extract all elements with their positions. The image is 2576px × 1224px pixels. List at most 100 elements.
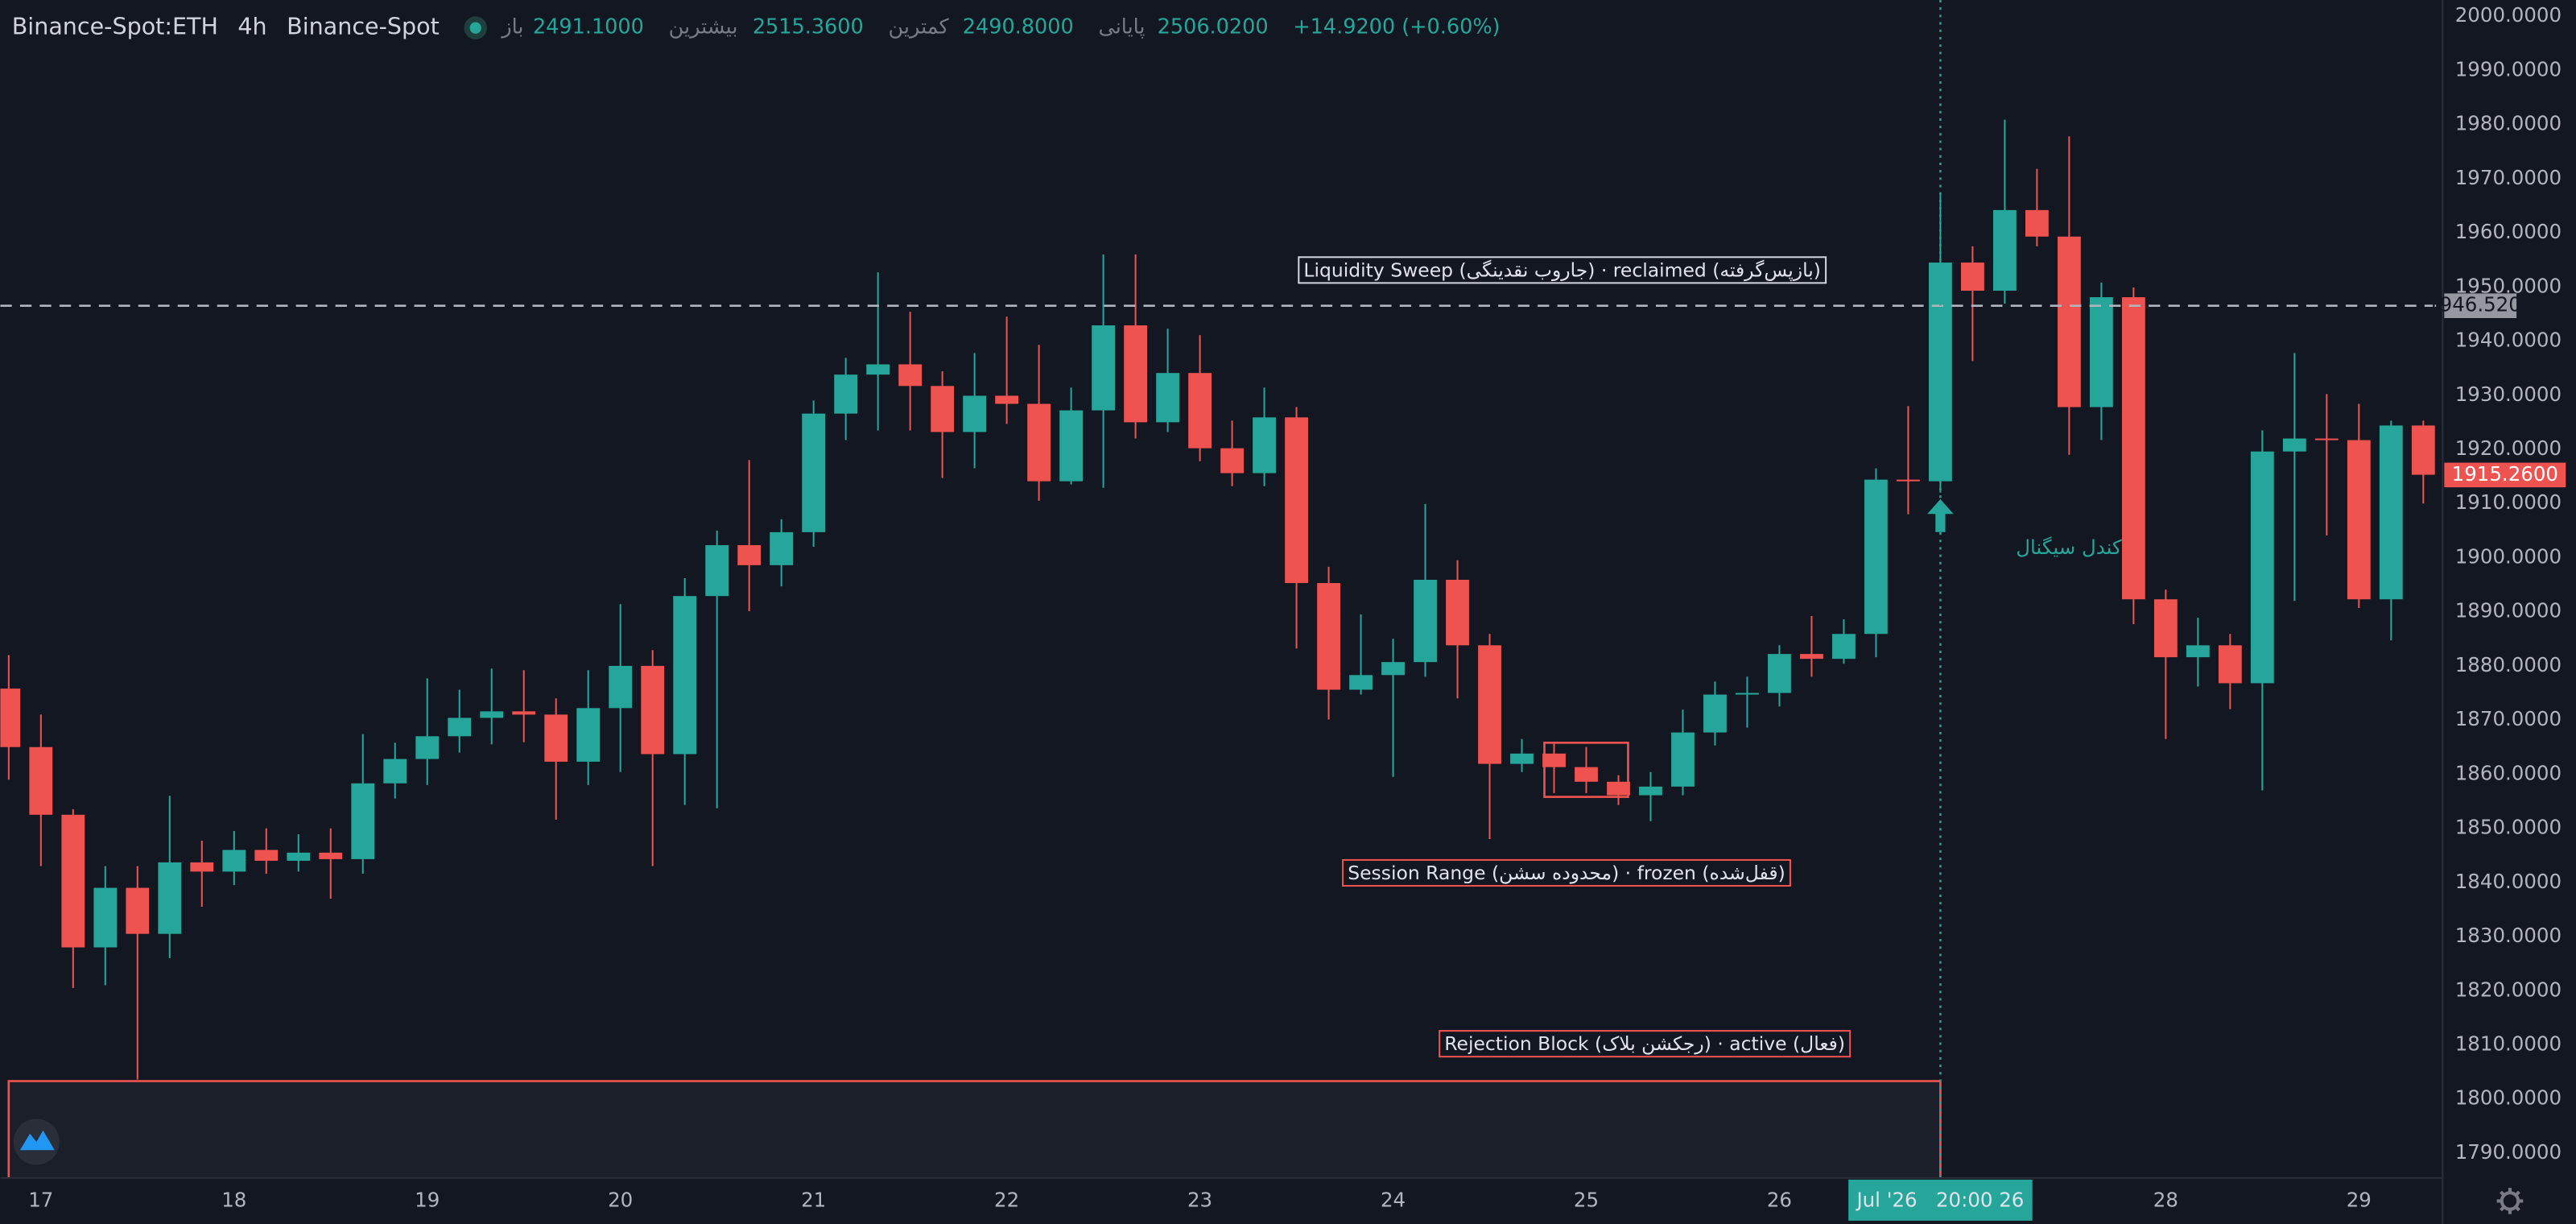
annotation-label: Rejection Block (رجکشن بلاک) · active (ف… (1444, 1032, 1845, 1055)
y-tick-label: 1980.0000 (2455, 112, 2562, 135)
ohlc-label: بیشترین (669, 15, 738, 39)
x-tick-label: 28 (2153, 1188, 2178, 1211)
candle-body (673, 596, 697, 755)
annotation: Rejection Block (رجکشن بلاک) · active (ف… (1439, 1030, 1852, 1058)
candle-body (383, 759, 407, 784)
candle-body (1607, 781, 1630, 796)
x-tick-label: 17 (28, 1188, 53, 1211)
candle-body (1478, 645, 1501, 764)
candle-body (2025, 209, 2049, 237)
x-tick-label: 23 (1187, 1188, 1212, 1211)
x-tick-label: 29 (2347, 1188, 2372, 1211)
candle-body (802, 413, 826, 532)
candle-body (2314, 438, 2339, 440)
annotation-label: Session Range (محدوده سشن) · frozen (قفل… (1348, 862, 1785, 884)
ohlc-value: 2506.0200 (1158, 15, 1269, 39)
y-tick-label: 1910.0000 (2455, 490, 2562, 514)
hline-price-box (2444, 293, 2517, 319)
interval: 4h (237, 13, 266, 40)
candle-body (1864, 479, 1888, 635)
candle-body (1639, 786, 1662, 796)
candle-body (1768, 654, 1791, 693)
candle-body (2379, 425, 2403, 600)
candle-body (1124, 325, 1147, 423)
y-tick-label: 1990.0000 (2455, 57, 2562, 81)
y-tick-label: 1890.0000 (2455, 599, 2562, 622)
exchange: Binance-Spot (287, 13, 440, 40)
signal-label: کندل سیگنال (2016, 536, 2122, 559)
candle-body (898, 364, 923, 387)
gear-teeth[interactable] (2496, 1188, 2524, 1214)
y-tick-label: 1790.0000 (2455, 1140, 2562, 1164)
candle-body (1188, 373, 1212, 449)
candle-body (737, 544, 762, 565)
y-tick-label: 1940.0000 (2455, 329, 2562, 352)
overlays: Liquidity Sweep (جاروب نقدینگی) · reclai… (0, 0, 2443, 1178)
symbol: Binance-Spot:ETH (12, 13, 218, 40)
axes: 1790.0000 1800.0000 1810.0000 1820.0000 1830… (28, 3, 2566, 1221)
x-tick-label: 20 (608, 1188, 633, 1211)
y-tick-label: 1860.0000 (2455, 761, 2562, 784)
last-price-label: 1915.2600 (2452, 462, 2558, 486)
candle-body (1253, 417, 1276, 473)
candle-body (609, 665, 633, 709)
candle-body (415, 736, 440, 759)
x-tick-label: 25 (1574, 1188, 1599, 1211)
y-tick-label: 1970.0000 (2455, 166, 2562, 189)
candle-body (1961, 263, 1984, 292)
candle-body (1542, 753, 1566, 767)
candle-body (2282, 438, 2306, 452)
candle-body (126, 887, 150, 934)
candle-body (1703, 694, 1727, 733)
y-tick-label: 1840.0000 (2455, 870, 2562, 893)
candle-body (1671, 732, 1695, 787)
ohlc-value: 2515.3600 (753, 15, 864, 39)
ohlc-label: باز (500, 15, 523, 39)
x-tick-label: 21 (801, 1188, 826, 1211)
annotation: Liquidity Sweep (جاروب نقدینگی) · reclai… (1298, 256, 1827, 284)
candle-body (222, 850, 246, 872)
candle-body (866, 364, 890, 375)
candle-body (963, 395, 987, 432)
settings-button[interactable] (2496, 1188, 2524, 1214)
candle-body (1800, 654, 1823, 660)
candle-body (1575, 767, 1598, 782)
candle-body (1317, 583, 1340, 690)
y-tick-label: 1960.0000 (2455, 220, 2562, 243)
candle-body (2411, 425, 2435, 475)
candle-body (1156, 373, 1179, 423)
candle-body (1510, 753, 1534, 764)
y-tick-label: 2000.0000 (2455, 3, 2562, 27)
candle-body (2089, 297, 2113, 407)
annotation-box (1298, 256, 1827, 284)
hline-price-label: 1946.5200 (2427, 293, 2533, 316)
y-tick-label: 1930.0000 (2455, 382, 2562, 406)
candle-body (1220, 448, 1244, 473)
logo[interactable] (13, 1119, 60, 1165)
candle-body (287, 852, 311, 861)
x-tick-label: 18 (221, 1188, 246, 1211)
candle-body (2347, 440, 2371, 600)
ohlc-value: 2491.1000 (533, 15, 644, 39)
change: +14.9200 (+0.60%) (1293, 15, 1500, 39)
logo-icon[interactable] (19, 1130, 55, 1151)
candle-body (2153, 599, 2178, 658)
candle-body (1059, 410, 1083, 482)
candle-body (576, 708, 601, 762)
y-tick-label: 1810.0000 (2455, 1032, 2562, 1055)
signal-arrow (1927, 498, 1954, 532)
annotation: Session Range (محدوده سشن) · frozen (قفل… (1342, 858, 1791, 887)
candle-body (2057, 236, 2081, 407)
candle-body (1285, 417, 1308, 584)
candle-body (1092, 325, 1115, 411)
annotation-label: Liquidity Sweep (جاروب نقدینگی) · reclai… (1303, 258, 1821, 281)
ohlc-label: کمترین (889, 15, 950, 39)
candle-body (1832, 634, 1856, 660)
candle-body (995, 395, 1019, 404)
header: Binance-Spot:ETH 4h Binance-Spot باز 2491.10… (12, 13, 1501, 40)
candle-body (1349, 675, 1373, 690)
candle-body (1736, 693, 1759, 695)
ohlc-value: 2490.8000 (963, 15, 1074, 39)
annotation-box (1342, 858, 1791, 887)
y-tick-label: 1900.0000 (2455, 544, 2562, 568)
